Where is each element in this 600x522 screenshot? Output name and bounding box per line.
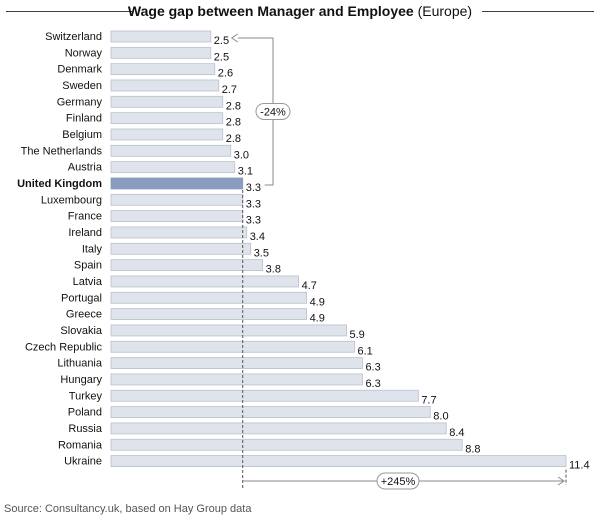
category-label-slovakia: Slovakia — [60, 325, 102, 337]
value-label-luxembourg: 3.3 — [246, 198, 261, 210]
value-label-czech-republic: 6.1 — [357, 345, 372, 357]
category-label-hungary: Hungary — [60, 374, 102, 386]
category-label-latvia: Latvia — [73, 276, 103, 288]
value-label-spain: 3.8 — [266, 264, 281, 276]
category-label-the-netherlands: The Netherlands — [21, 145, 103, 157]
chart-title: Wage gap between Manager and Employee (E… — [0, 3, 600, 19]
category-label-ireland: Ireland — [68, 227, 102, 239]
chart-title-bar: Wage gap between Manager and Employee (E… — [0, 0, 600, 24]
value-label-ireland: 3.4 — [250, 231, 265, 243]
category-label-france: France — [68, 211, 102, 223]
value-label-italy: 3.5 — [254, 247, 269, 259]
category-label-sweden: Sweden — [62, 80, 102, 92]
bar-czech-republic — [110, 340, 355, 353]
category-label-germany: Germany — [57, 96, 103, 108]
bar-slovakia — [110, 324, 347, 337]
bar-switzerland — [110, 30, 212, 43]
title-rule-left — [6, 11, 134, 12]
value-label-france: 3.3 — [246, 215, 261, 227]
bar-russia — [110, 422, 447, 435]
bracket-24-arrowhead — [230, 33, 239, 43]
value-label-turkey: 7.7 — [421, 394, 436, 406]
bar-greece — [110, 308, 307, 321]
bar-sweden — [110, 79, 220, 92]
value-label-austria: 3.1 — [238, 166, 253, 178]
bar-belgium — [110, 128, 224, 141]
category-label-luxembourg: Luxembourg — [41, 194, 102, 206]
span-245-arrowhead — [557, 476, 565, 486]
chart-title-main: Wage gap between Manager and Employee — [127, 3, 414, 19]
bar-portugal — [110, 291, 307, 304]
value-label-sweden: 2.7 — [222, 84, 237, 96]
bar-turkey — [110, 389, 419, 402]
bar-ukraine — [110, 455, 567, 467]
category-label-poland: Poland — [68, 407, 102, 419]
value-label-denmark: 2.6 — [218, 68, 233, 80]
category-label-ukraine: Ukraine — [64, 456, 102, 468]
value-label-switzerland: 2.5 — [214, 35, 229, 47]
category-label-norway: Norway — [65, 47, 103, 59]
category-label-romania: Romania — [58, 439, 103, 451]
category-label-united-kingdom: United Kingdom — [17, 178, 102, 190]
value-label-poland: 8.0 — [433, 411, 448, 423]
category-label-portugal: Portugal — [61, 292, 102, 304]
category-label-greece: Greece — [66, 309, 102, 321]
category-label-turkey: Turkey — [69, 390, 103, 402]
category-label-austria: Austria — [68, 162, 103, 174]
value-label-russia: 8.4 — [449, 427, 464, 439]
category-label-italy: Italy — [82, 243, 103, 255]
category-label-denmark: Denmark — [57, 64, 102, 76]
bar-france — [110, 210, 244, 223]
bar-poland — [110, 406, 431, 418]
bar-norway — [110, 46, 212, 59]
chart-subtitle: (Europe) — [417, 3, 473, 19]
value-label-belgium: 2.8 — [226, 133, 241, 145]
value-label-latvia: 4.7 — [302, 280, 317, 292]
annotation-24-bubble — [255, 102, 291, 120]
bar-luxembourg — [110, 193, 244, 206]
bar-ireland — [110, 226, 248, 239]
annotation-24-label: -24% — [260, 106, 286, 118]
bar-germany — [110, 95, 224, 108]
category-label-switzerland: Switzerland — [45, 31, 102, 43]
bar-hungary — [110, 373, 363, 386]
source-note: Source: Consultancy.uk, based on Hay Gro… — [4, 503, 252, 515]
value-label-greece: 4.9 — [310, 313, 325, 325]
category-label-belgium: Belgium — [62, 129, 102, 141]
value-label-finland: 2.8 — [226, 117, 241, 129]
category-label-spain: Spain — [74, 260, 102, 272]
bar-united-kingdom — [110, 177, 244, 190]
category-label-czech-republic: Czech Republic — [25, 341, 103, 353]
bar-italy — [110, 242, 252, 255]
bar-austria — [110, 161, 236, 174]
bar-spain — [110, 259, 264, 272]
value-label-slovakia: 5.9 — [349, 329, 364, 341]
bar-latvia — [110, 275, 299, 288]
bar-denmark — [110, 63, 216, 76]
category-label-finland: Finland — [66, 113, 102, 125]
bar-lithuania — [110, 357, 363, 370]
value-label-united-kingdom: 3.3 — [246, 182, 261, 194]
value-label-portugal: 4.9 — [310, 296, 325, 308]
annotation-245-label: +245% — [381, 476, 416, 488]
value-label-norway: 2.5 — [214, 51, 229, 63]
bar-the-netherlands — [110, 144, 232, 157]
value-label-ukraine: 11.4 — [569, 460, 590, 472]
bar-romania — [110, 438, 463, 451]
annotation-245-bubble — [376, 472, 420, 490]
value-label-hungary: 6.3 — [365, 378, 380, 390]
title-rule-right — [482, 11, 594, 12]
value-label-romania: 8.8 — [465, 443, 480, 455]
category-label-lithuania: Lithuania — [57, 358, 103, 370]
bar-finland — [110, 112, 224, 125]
value-label-germany: 2.8 — [226, 100, 241, 112]
value-label-the-netherlands: 3.0 — [234, 149, 249, 161]
category-label-russia: Russia — [68, 423, 103, 435]
value-label-lithuania: 6.3 — [365, 362, 380, 374]
